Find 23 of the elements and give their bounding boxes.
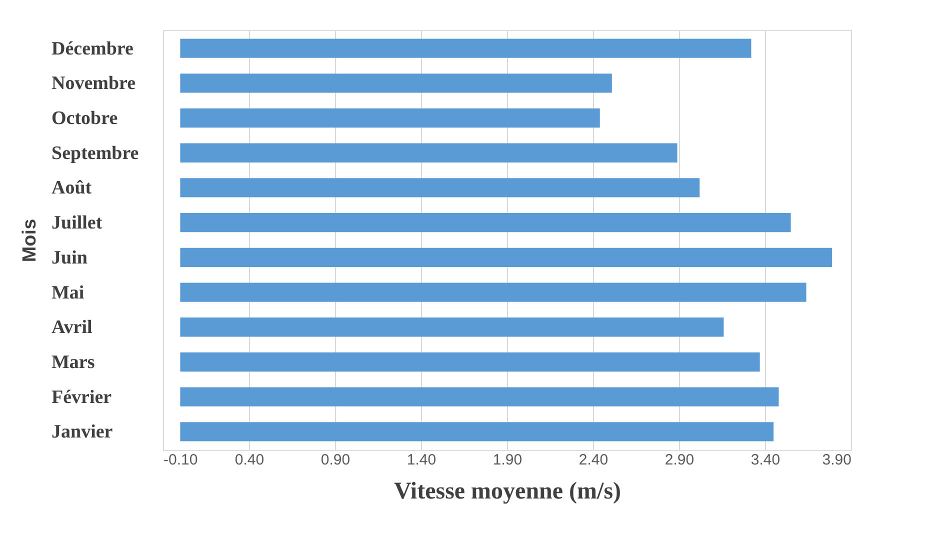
y-tick-label: Avril [52, 317, 92, 338]
y-tick-label: Mai [52, 282, 84, 304]
y-tick-label: Mars [52, 352, 95, 373]
x-tick-label: 0.40 [234, 452, 264, 468]
x-tick-label: 2.90 [664, 452, 694, 468]
y-tick-label: Décembre [52, 38, 134, 60]
y-tick-label: Juin [52, 247, 88, 268]
x-tick-label: 3.40 [750, 452, 780, 468]
x-tick-label: 1.40 [406, 452, 436, 468]
x-tick-label: 3.90 [822, 452, 852, 468]
y-tick-label: Janvier [52, 422, 114, 443]
y-tick-label: Octobre [52, 108, 118, 130]
x-tick-label: 0.90 [320, 452, 350, 468]
x-tick-label: 2.40 [578, 452, 608, 468]
x-tick-label: -0.10 [164, 452, 198, 468]
x-axis-title: Vitesse moyenne (m/s) [394, 478, 622, 504]
x-tick-label: 1.90 [492, 452, 522, 468]
y-tick-label: Novembre [52, 73, 136, 94]
y-tick-label: Septembre [52, 142, 139, 164]
y-axis-title: Mois [20, 218, 40, 262]
y-tick-label: Août [52, 178, 92, 199]
y-tick-label: Février [52, 386, 112, 408]
y-tick-label: Juillet [52, 212, 103, 234]
